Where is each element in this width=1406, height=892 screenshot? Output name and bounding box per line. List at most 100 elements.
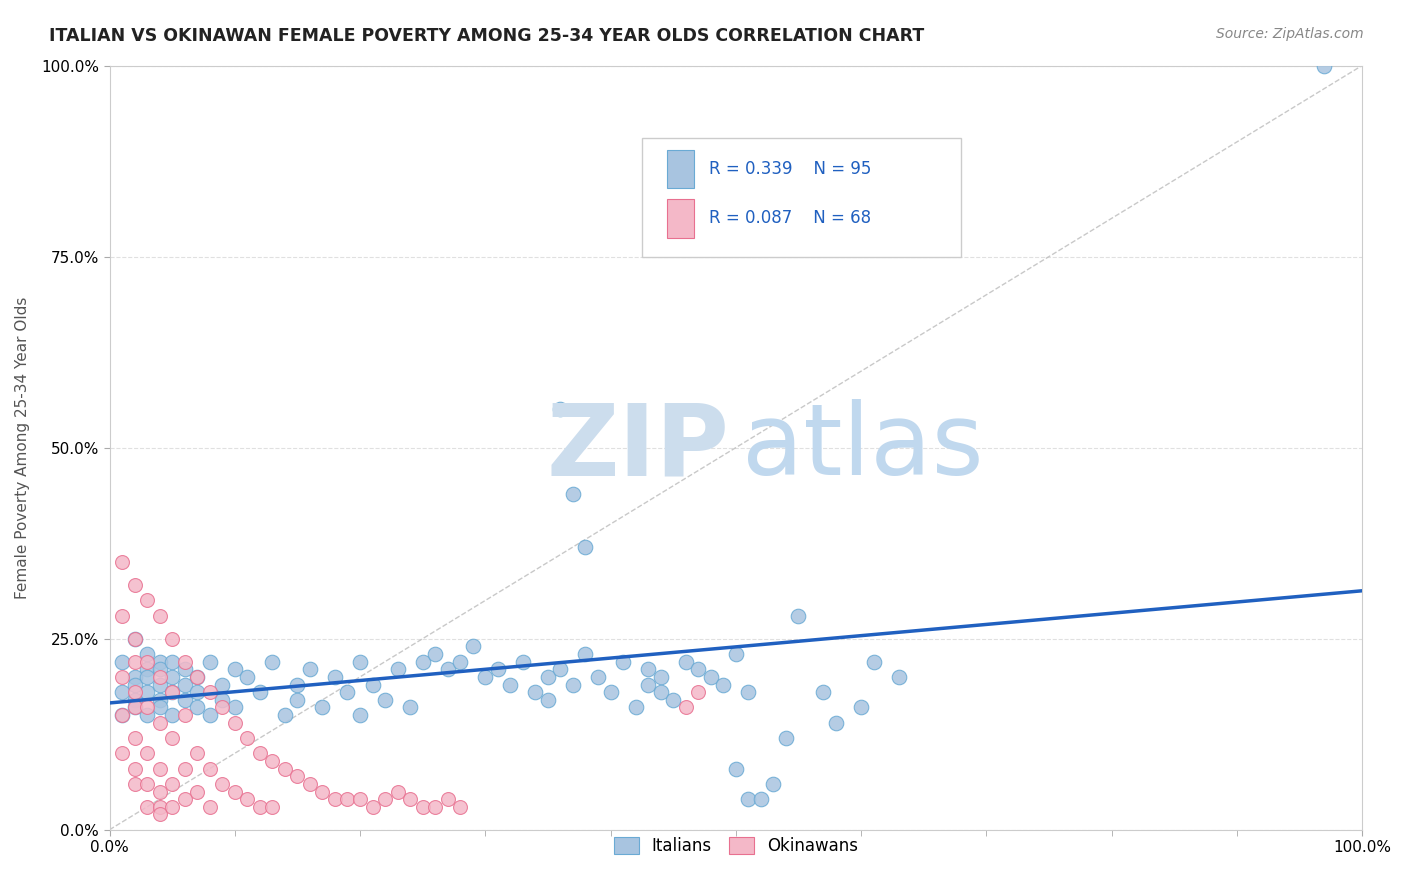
Point	[136, 647, 159, 661]
Point	[160, 670, 183, 684]
Point	[124, 685, 146, 699]
Point	[160, 777, 183, 791]
Point	[224, 715, 246, 730]
Point	[149, 670, 172, 684]
Point	[449, 655, 471, 669]
Text: ITALIAN VS OKINAWAN FEMALE POVERTY AMONG 25-34 YEAR OLDS CORRELATION CHART: ITALIAN VS OKINAWAN FEMALE POVERTY AMONG…	[49, 27, 925, 45]
Point	[160, 731, 183, 745]
Point	[249, 685, 271, 699]
Point	[374, 693, 396, 707]
Point	[737, 792, 759, 806]
Point	[387, 784, 409, 798]
Point	[149, 807, 172, 822]
Point	[387, 662, 409, 676]
Point	[124, 632, 146, 646]
Point	[173, 662, 195, 676]
Point	[650, 685, 672, 699]
Point	[236, 792, 259, 806]
Point	[173, 655, 195, 669]
Point	[486, 662, 509, 676]
Point	[198, 762, 221, 776]
Point	[111, 655, 134, 669]
Point	[149, 662, 172, 676]
Point	[124, 670, 146, 684]
Point	[749, 792, 772, 806]
Point	[298, 662, 321, 676]
Point	[361, 799, 384, 814]
Point	[186, 670, 208, 684]
Point	[849, 700, 872, 714]
Y-axis label: Female Poverty Among 25-34 Year Olds: Female Poverty Among 25-34 Year Olds	[15, 296, 30, 599]
Point	[149, 608, 172, 623]
Point	[186, 670, 208, 684]
Point	[574, 647, 596, 661]
Point	[124, 731, 146, 745]
Text: R = 0.087    N = 68: R = 0.087 N = 68	[710, 210, 872, 227]
FancyBboxPatch shape	[666, 199, 695, 237]
Point	[173, 792, 195, 806]
Point	[825, 715, 848, 730]
Point	[775, 731, 797, 745]
Point	[336, 685, 359, 699]
Point	[173, 677, 195, 691]
Point	[262, 799, 284, 814]
Point	[262, 754, 284, 768]
Point	[550, 402, 572, 417]
Point	[711, 677, 734, 691]
Point	[173, 762, 195, 776]
Point	[762, 777, 785, 791]
Point	[124, 777, 146, 791]
Point	[124, 677, 146, 691]
Point	[637, 662, 659, 676]
Point	[136, 662, 159, 676]
Point	[136, 799, 159, 814]
Point	[412, 655, 434, 669]
Point	[675, 655, 697, 669]
Point	[787, 608, 810, 623]
Point	[249, 799, 271, 814]
Point	[561, 677, 583, 691]
Point	[412, 799, 434, 814]
Point	[311, 700, 333, 714]
Point	[149, 715, 172, 730]
Point	[586, 670, 609, 684]
Point	[124, 700, 146, 714]
Point	[173, 708, 195, 723]
Point	[111, 670, 134, 684]
Point	[111, 747, 134, 761]
Point	[537, 670, 560, 684]
Point	[149, 693, 172, 707]
Point	[186, 700, 208, 714]
Point	[136, 777, 159, 791]
Point	[561, 486, 583, 500]
Point	[124, 655, 146, 669]
FancyBboxPatch shape	[641, 138, 962, 257]
Point	[512, 655, 534, 669]
Point	[124, 632, 146, 646]
Point	[249, 747, 271, 761]
Point	[136, 700, 159, 714]
Point	[149, 784, 172, 798]
Text: Source: ZipAtlas.com: Source: ZipAtlas.com	[1216, 27, 1364, 41]
Point	[211, 777, 233, 791]
Point	[160, 708, 183, 723]
Point	[136, 655, 159, 669]
Point	[474, 670, 496, 684]
Point	[149, 655, 172, 669]
Point	[274, 708, 297, 723]
Point	[724, 647, 747, 661]
Point	[887, 670, 910, 684]
Point	[173, 693, 195, 707]
Point	[136, 747, 159, 761]
Point	[323, 792, 346, 806]
Point	[349, 708, 371, 723]
Point	[287, 769, 309, 783]
Point	[688, 685, 710, 699]
Point	[624, 700, 647, 714]
Point	[111, 555, 134, 569]
Point	[650, 670, 672, 684]
Point	[124, 693, 146, 707]
Point	[149, 677, 172, 691]
Point	[724, 762, 747, 776]
Point	[211, 693, 233, 707]
